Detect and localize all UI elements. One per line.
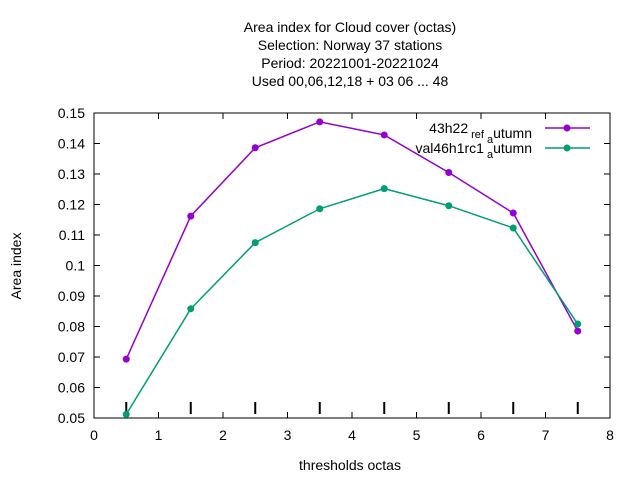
legend-label: val46h1rc1 autumn [415,140,532,161]
title-line: Area index for Cloud cover (octas) [244,19,456,35]
title-line: Period: 20221001-20221024 [261,55,439,71]
data-point [187,305,195,313]
x-tick-label: 4 [348,427,356,443]
x-axis-label: thresholds octas [299,457,401,473]
data-point [251,144,259,152]
y-tick-label: 0.05 [58,410,85,426]
y-tick-label: 0.1 [66,258,86,274]
title-line: Used 00,06,12,18 + 03 06 ... 48 [252,73,449,89]
plot-border [93,112,611,419]
x-tick-label: 1 [155,427,163,443]
y-tick-label: 0.14 [58,136,85,152]
series-2 [122,185,582,418]
x-tick-label: 8 [606,427,614,443]
legend-marker [563,144,571,152]
series-line [125,121,579,360]
data-point [509,209,517,217]
threshold-markers [125,402,579,414]
data-point [187,212,195,220]
y-tick-label: 0.13 [58,166,85,182]
y-axis: 0.05 0.06 0.07 0.08 0.09 0.1 0.11 0.12 0.13 0.14 0… [58,105,610,426]
legend-entry: 43h22 ref autumn [429,120,590,146]
legend-label: 43h22 ref autumn [429,120,532,146]
data-point [316,118,324,126]
x-tick-label: 6 [477,427,485,443]
legend-marker [563,124,571,132]
data-point [574,327,582,335]
legend-entry: val46h1rc1 autumn [415,140,590,161]
y-tick-label: 0.11 [59,227,85,243]
data-point [445,202,453,210]
y-tick-label: 0.09 [58,288,85,304]
x-tick-label: 3 [284,427,292,443]
x-axis: 0 1 2 3 4 5 6 7 8 [90,113,614,443]
x-tick-label: 7 [542,427,550,443]
x-tick-label: 0 [90,427,98,443]
data-point [380,185,388,193]
y-tick-label: 0.08 [58,319,85,335]
y-tick-label: 0.07 [58,349,85,365]
data-point [380,131,388,139]
data-point [122,355,130,363]
chart-title: Area index for Cloud cover (octas) Select… [244,19,456,89]
title-line: Selection: Norway 37 stations [258,37,442,53]
x-tick-label: 2 [219,427,227,443]
data-point [251,239,259,247]
y-axis-label: Area index [8,233,24,300]
series-line [125,187,579,415]
data-point [445,168,453,176]
data-point [122,410,130,418]
series-1 [122,118,582,363]
data-point [509,224,517,232]
series-layer [122,118,582,418]
x-tick-label: 5 [413,427,421,443]
y-tick-label: 0.06 [58,380,85,396]
data-point [316,205,324,213]
y-tick-label: 0.15 [58,105,85,121]
data-point [574,320,582,328]
y-tick-label: 0.12 [58,197,85,213]
plot-frame [93,112,611,419]
